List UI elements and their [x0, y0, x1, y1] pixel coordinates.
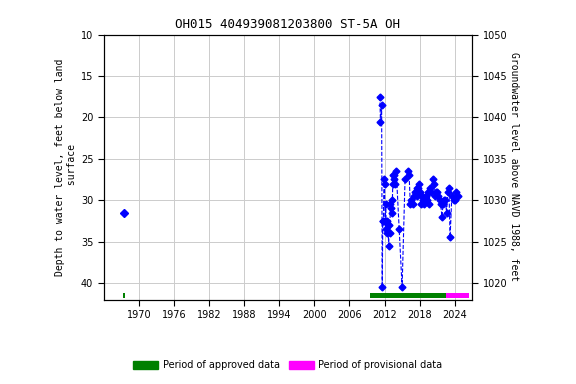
Y-axis label: Groundwater level above NAVD 1988, feet: Groundwater level above NAVD 1988, feet	[509, 53, 518, 281]
Bar	[370, 293, 446, 298]
Title: OH015 404939081203800 ST-5A OH: OH015 404939081203800 ST-5A OH	[176, 18, 400, 31]
Legend: Period of approved data, Period of provisional data: Period of approved data, Period of provi…	[130, 356, 446, 374]
Bar	[123, 293, 126, 298]
Y-axis label: Depth to water level, feet below land
 surface: Depth to water level, feet below land su…	[55, 58, 77, 276]
Bar	[446, 293, 469, 298]
